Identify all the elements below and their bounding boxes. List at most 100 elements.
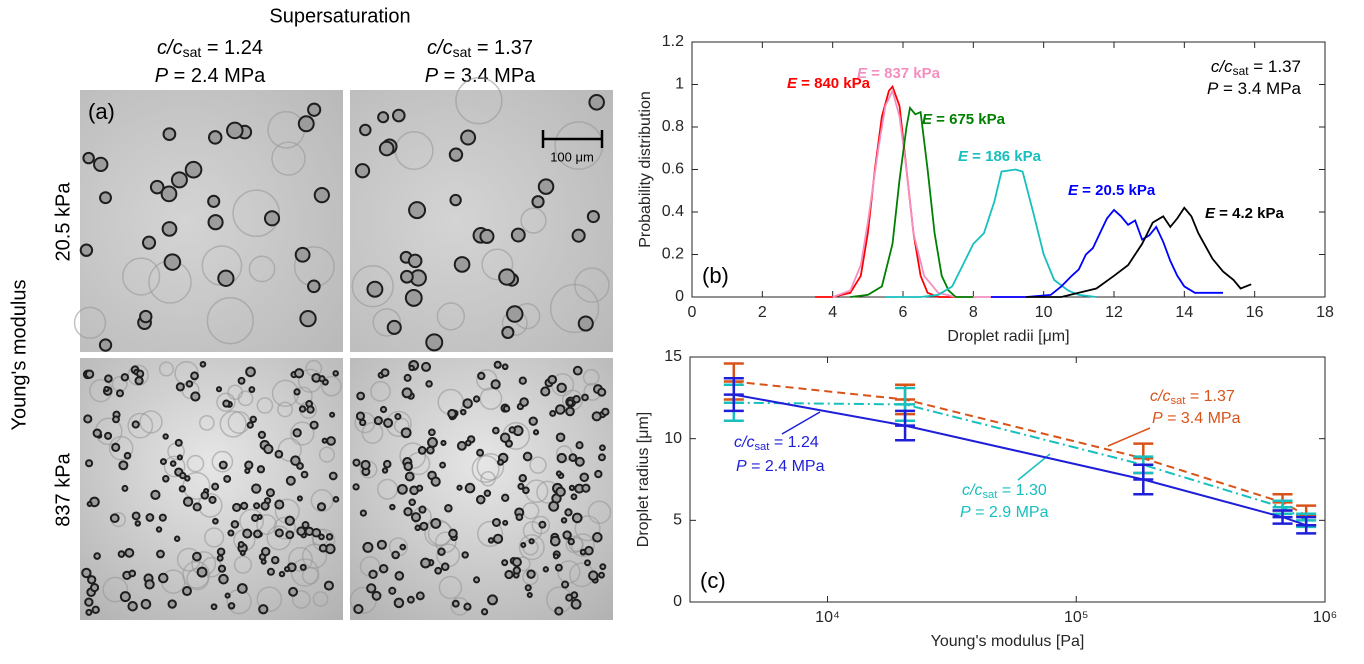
halo <box>73 306 107 340</box>
droplet <box>417 446 427 455</box>
droplet <box>141 235 157 250</box>
droplet <box>92 428 102 438</box>
droplet <box>285 530 295 540</box>
droplet <box>274 499 285 510</box>
droplet <box>296 495 303 502</box>
droplet <box>274 528 284 538</box>
droplet <box>261 546 271 557</box>
droplet <box>456 440 467 451</box>
droplet <box>406 595 415 604</box>
droplet <box>425 333 444 352</box>
droplet <box>155 526 163 533</box>
halo <box>557 560 581 584</box>
droplet <box>410 512 422 523</box>
droplet <box>359 123 372 137</box>
panel-label: (c) <box>700 568 726 593</box>
droplet <box>224 592 231 599</box>
droplet <box>290 455 301 466</box>
halo <box>301 566 320 585</box>
droplet <box>473 576 481 584</box>
droplet <box>437 547 446 556</box>
x-axis-label: Young's modulus [Pa] <box>931 633 1085 650</box>
droplet <box>502 519 509 526</box>
droplet <box>572 395 581 404</box>
halo <box>277 401 294 418</box>
series-line <box>885 168 1097 298</box>
y-tick-label: 0.4 <box>662 203 684 220</box>
droplet <box>522 486 530 495</box>
scale-bar: 100 μm <box>541 130 604 164</box>
x-tick-label: 10⁵ <box>1064 609 1088 626</box>
droplet <box>501 559 509 567</box>
droplet <box>278 570 286 578</box>
droplet <box>528 416 538 426</box>
droplet <box>400 269 414 284</box>
droplet <box>490 379 501 390</box>
x-tick-label: 8 <box>969 304 978 321</box>
droplet <box>408 498 416 507</box>
droplet <box>378 564 389 574</box>
droplet <box>391 108 406 123</box>
x-tick-label: 10⁴ <box>815 609 840 626</box>
y-tick-label: 10 <box>664 430 682 447</box>
droplet <box>93 156 109 173</box>
droplet <box>540 386 551 397</box>
droplet <box>128 569 137 578</box>
droplet <box>136 369 145 378</box>
droplet <box>321 437 328 444</box>
series-label: E = 20.5 kPa <box>1068 182 1156 199</box>
droplet <box>547 374 558 385</box>
halo <box>318 446 335 463</box>
droplet <box>294 246 311 263</box>
droplet <box>104 374 113 383</box>
error-bar <box>1296 515 1317 535</box>
leader-line <box>781 411 821 435</box>
droplet <box>401 387 413 399</box>
droplet <box>150 489 161 500</box>
halo <box>351 265 394 308</box>
droplet <box>318 533 325 541</box>
droplet <box>440 439 447 447</box>
error-bar <box>1133 463 1154 496</box>
column-header: c/csat = 1.37 <box>427 37 533 59</box>
droplet <box>504 569 514 580</box>
droplet <box>359 509 367 517</box>
droplet <box>463 602 472 611</box>
column-header: P = 3.4 MPa <box>425 65 536 87</box>
droplet <box>565 406 575 417</box>
halo <box>288 546 313 572</box>
droplet <box>307 102 322 117</box>
halo <box>574 515 601 542</box>
halo <box>122 257 161 296</box>
droplet <box>581 483 591 493</box>
droplet <box>216 554 224 562</box>
droplet <box>448 528 458 539</box>
x-tick-label: 10 <box>1035 304 1053 321</box>
droplet <box>464 482 476 494</box>
y-tick-label: 1 <box>675 76 684 93</box>
halo <box>310 489 334 513</box>
droplet <box>499 432 511 443</box>
micrograph <box>350 90 613 352</box>
droplet <box>211 482 220 491</box>
droplet <box>462 398 473 409</box>
droplet <box>309 420 319 430</box>
droplet <box>190 371 199 381</box>
droplet <box>599 563 607 571</box>
droplet <box>430 517 442 529</box>
halo <box>158 361 174 377</box>
halo <box>211 450 234 473</box>
droplet <box>181 586 192 597</box>
droplet <box>538 520 547 529</box>
droplet <box>403 461 413 472</box>
series-label: E = 675 kPa <box>922 111 1006 128</box>
droplet <box>162 433 169 440</box>
droplet <box>548 500 560 512</box>
droplet <box>574 456 585 467</box>
droplet <box>373 416 383 426</box>
droplet <box>371 590 382 601</box>
halo <box>370 381 391 402</box>
series-label: E = 840 kPa <box>787 75 871 92</box>
droplet <box>475 494 486 505</box>
halo <box>293 386 313 406</box>
